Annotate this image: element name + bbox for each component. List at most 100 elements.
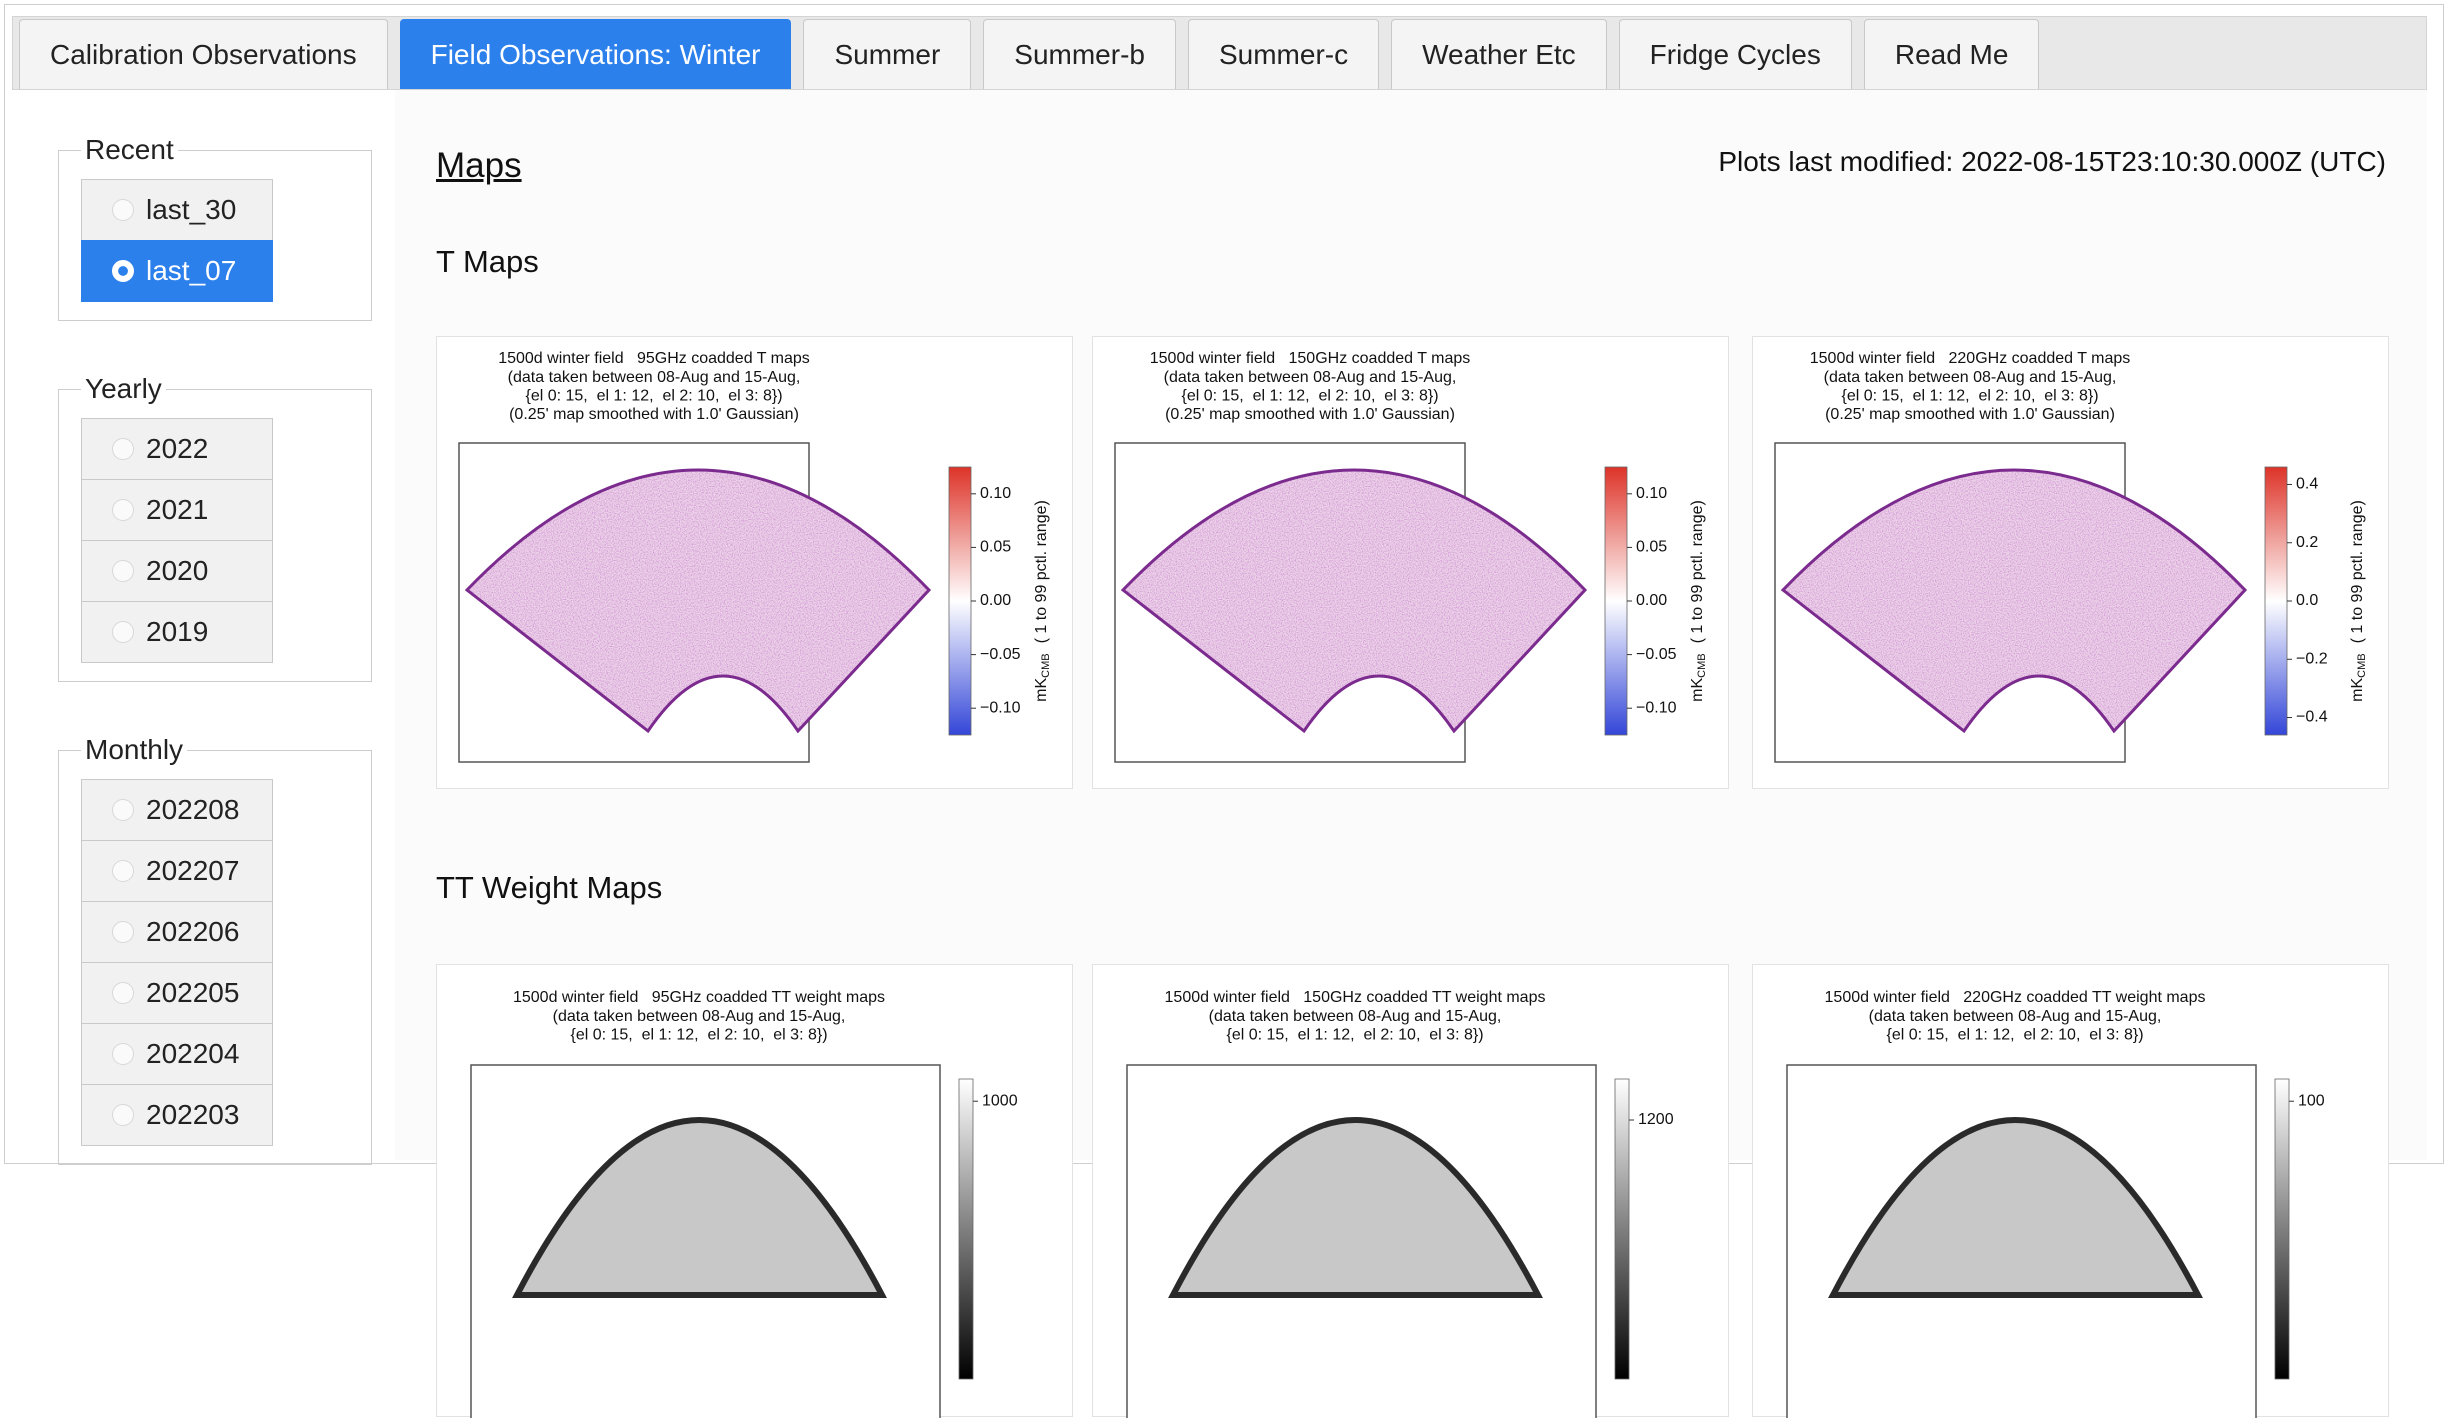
colorbar-tick-label: 0.10 [980, 485, 1011, 502]
radio-dot [112, 621, 134, 643]
plot-image: 1500d winter field 220GHz coadded T maps… [1752, 336, 2389, 789]
option-label: 202205 [146, 977, 239, 1009]
plot-figure: 1500d winter field 220GHz coadded T maps… [1753, 337, 2390, 790]
plot-image: 1500d winter field 95GHz coadded T maps (… [436, 336, 1073, 789]
radio-dot [112, 860, 134, 882]
colorbar-tick-label: −0.05 [1636, 646, 1677, 663]
plot-title-line: (data taken between 08-Aug and 15-Aug, [1824, 369, 2117, 386]
section-heading: T Maps [436, 244, 539, 280]
radio-dot [112, 799, 134, 821]
tab[interactable]: Weather Etc [1391, 19, 1607, 89]
page-title: Maps [436, 146, 522, 186]
radio-option[interactable]: 202208 [81, 779, 273, 841]
colorbar-label: mKCMB( 1 to 99 pctl. range) [2349, 500, 2368, 702]
colorbar [949, 467, 971, 735]
colorbar-tick-label: 0.00 [980, 592, 1011, 609]
plot-title-line: {el 0: 15, el 1: 12, el 2: 10, el 3: 8}) [1841, 387, 2098, 404]
plot-title-line: 1500d winter field 220GHz coadded T maps [1810, 350, 2131, 367]
plot-figure: 1500d winter field 150GHz coadded T maps… [1093, 337, 1730, 790]
label-subscript: CMB [1696, 653, 1708, 677]
option-group: Monthly 202208 202207 202206 202205 202204 202… [58, 734, 372, 1165]
radio-dot [112, 982, 134, 1004]
colorbar-tick-label: 0.05 [980, 539, 1011, 556]
option-label: 202208 [146, 794, 239, 826]
colorbar-tick-label: −0.2 [2296, 650, 2328, 667]
tab[interactable]: Calibration Observations [19, 19, 388, 89]
option-label: 202204 [146, 1038, 239, 1070]
radio-dot [112, 1043, 134, 1065]
plot-figure: 1500d winter field 150GHz coadded TT wei… [1093, 965, 1730, 1418]
radio-dot [112, 199, 134, 221]
plot-title-line: (data taken between 08-Aug and 15-Aug, [508, 369, 801, 386]
tab[interactable]: Summer-b [983, 19, 1176, 89]
radio-dot [112, 438, 134, 460]
plot-title-line: {el 0: 15, el 1: 12, el 2: 10, el 3: 8}) [1181, 387, 1438, 404]
radio-option[interactable]: 202205 [81, 962, 273, 1024]
label-subscript: CMB [1040, 653, 1052, 677]
group-legend: Monthly [81, 734, 187, 766]
option-label: 202206 [146, 916, 239, 948]
plot-title-line: {el 0: 15, el 1: 12, el 2: 10, el 3: 8}) [570, 1026, 827, 1043]
tab[interactable]: Fridge Cycles [1619, 19, 1852, 89]
plot-title-line: (data taken between 08-Aug and 15-Aug, [1164, 369, 1457, 386]
group-legend: Recent [81, 134, 178, 166]
option-label: last_30 [146, 194, 236, 226]
colorbar-tick-label: 0.0 [2296, 592, 2318, 609]
colorbar-tick-label: 0.4 [2296, 476, 2318, 493]
last-modified: Plots last modified: 2022-08-15T23:10:30… [1718, 146, 2386, 178]
option-label: 202207 [146, 855, 239, 887]
colorbar [2265, 467, 2287, 735]
plot-image: 1500d winter field 150GHz coadded T maps… [1092, 336, 1729, 789]
radio-option[interactable]: 202207 [81, 840, 273, 902]
colorbar-label: mKCMB( 1 to 99 pctl. range) [1033, 500, 1052, 702]
plot-image: 1500d winter field 95GHz coadded TT weig… [436, 964, 1073, 1417]
radio-dot [112, 260, 134, 282]
radio-option[interactable]: 2021 [81, 479, 273, 541]
plot-title-line: {el 0: 15, el 1: 12, el 2: 10, el 3: 8}) [525, 387, 782, 404]
radio-option[interactable]: 2019 [81, 601, 273, 663]
radio-option[interactable]: 2022 [81, 418, 273, 480]
radio-option[interactable]: last_07 [81, 240, 273, 302]
option-label: 202203 [146, 1099, 239, 1131]
radio-option[interactable]: last_30 [81, 179, 273, 241]
plot-image: 1500d winter field 220GHz coadded TT wei… [1752, 964, 2389, 1417]
label-text: ( 1 to 99 pctl. range) [1689, 500, 1706, 643]
plot-title-line: 1500d winter field 95GHz coadded T maps [498, 350, 810, 367]
colorbar-tick-label: −0.4 [2296, 709, 2328, 726]
tab[interactable]: Read Me [1864, 19, 2040, 89]
radio-dot [112, 921, 134, 943]
plot-title-line: 1500d winter field 150GHz coadded T maps [1150, 350, 1471, 367]
option-label: 2021 [146, 494, 208, 526]
plot-figure: 1500d winter field 95GHz coadded TT weig… [437, 965, 1074, 1418]
tab[interactable]: Summer-c [1188, 19, 1379, 89]
radio-option[interactable]: 202203 [81, 1084, 273, 1146]
radio-option[interactable]: 202204 [81, 1023, 273, 1085]
plot-figure: 1500d winter field 95GHz coadded T maps (… [437, 337, 1074, 790]
plot-image: 1500d winter field 150GHz coadded TT wei… [1092, 964, 1729, 1417]
plot-title-line: (0.25' map smoothed with 1.0' Gaussian) [509, 406, 799, 423]
main-panel: Maps Plots last modified: 2022-08-15T23:… [395, 90, 2427, 1160]
colorbar-tick-label: −0.10 [980, 699, 1021, 716]
option-group: Recent last_30 last_07 [58, 134, 372, 321]
colorbar-label: mKCMB( 1 to 99 pctl. range) [1689, 500, 1708, 702]
colorbar-tick-label: 0.10 [1636, 485, 1667, 502]
group-legend: Yearly [81, 373, 166, 405]
colorbar-tick-label: 0.00 [1636, 592, 1667, 609]
plot-title-line: 1500d winter field 95GHz coadded TT weig… [513, 989, 885, 1006]
colorbar-tick-label: 100 [2298, 1092, 2325, 1109]
colorbar-tick-label: −0.10 [1636, 699, 1677, 716]
colorbar-tick-label: 0.05 [1636, 539, 1667, 556]
radio-option[interactable]: 2020 [81, 540, 273, 602]
plot-title-line: (0.25' map smoothed with 1.0' Gaussian) [1165, 406, 1455, 423]
radio-option[interactable]: 202206 [81, 901, 273, 963]
plot-title-line: (data taken between 08-Aug and 15-Aug, [1869, 1008, 2162, 1025]
tab[interactable]: Summer [803, 19, 971, 89]
colorbar-tick-label: 0.2 [2296, 534, 2318, 551]
label-unit: mK [1033, 677, 1050, 701]
radio-dot [112, 560, 134, 582]
colorbar [1615, 1079, 1629, 1379]
tab[interactable]: Field Observations: Winter [400, 19, 792, 89]
option-label: 2022 [146, 433, 208, 465]
